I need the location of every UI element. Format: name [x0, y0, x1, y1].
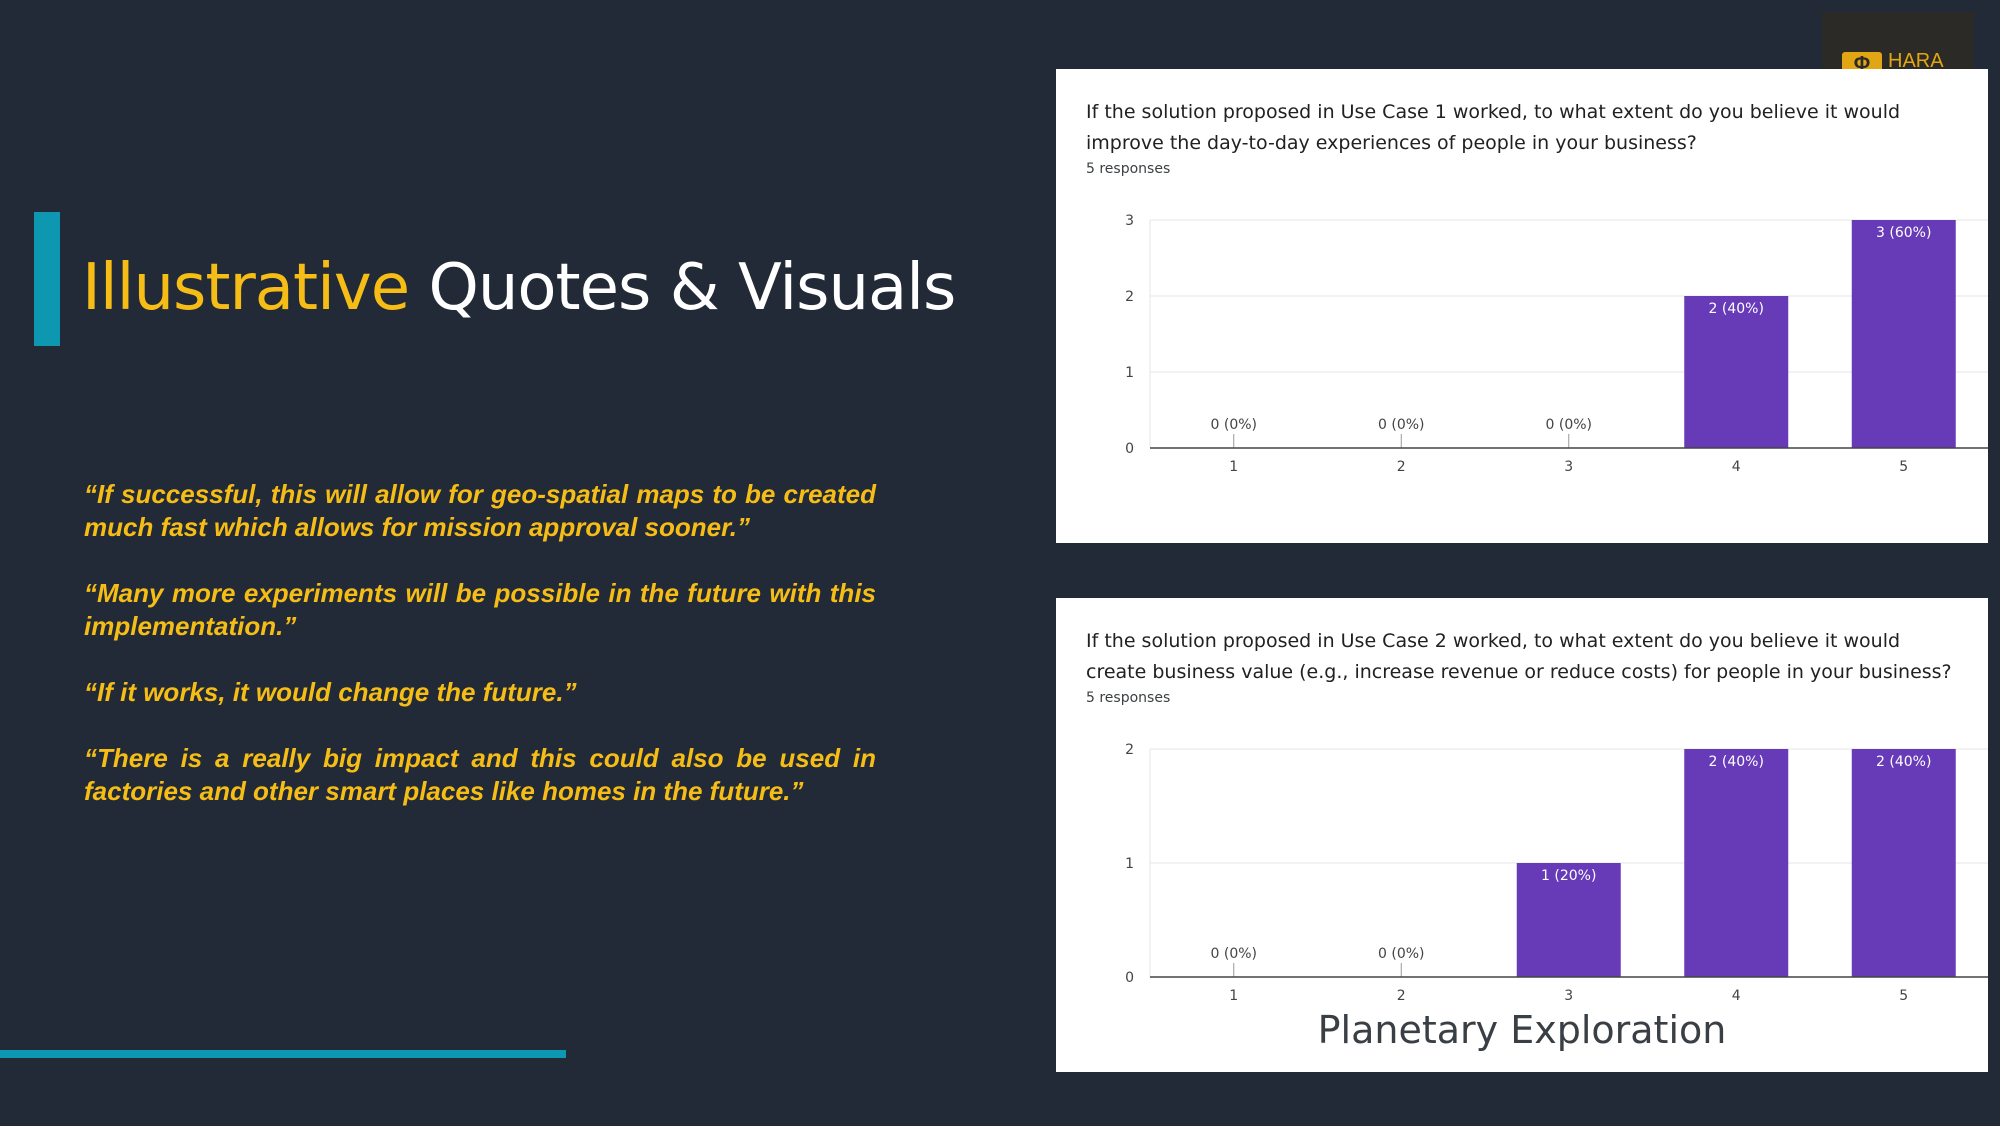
data-label: 1 (20%) [1541, 868, 1596, 884]
data-label: 2 (40%) [1709, 301, 1764, 317]
bar [1684, 749, 1789, 977]
title-highlight: Illustrative [82, 251, 410, 325]
bar [1851, 749, 1956, 977]
chart-question: If the solution proposed in Use Case 1 w… [1086, 101, 1901, 154]
y-tick-label: 2 [1125, 742, 1134, 758]
chart-question: If the solution proposed in Use Case 2 w… [1086, 630, 1952, 683]
footer-caption: Planetary Exploration [1317, 1008, 1727, 1052]
chart-response-count: 5 responses [1086, 690, 1171, 706]
bar [1851, 220, 1956, 448]
data-label: 3 (60%) [1876, 225, 1931, 241]
chart-card-use-case-1: If the solution proposed in Use Case 1 w… [1056, 69, 1988, 543]
y-tick-label: 2 [1125, 289, 1134, 305]
quotes-list: “If successful, this will allow for geo-… [84, 478, 876, 841]
bar [1684, 296, 1789, 448]
chart-response-count: 5 responses [1086, 161, 1171, 177]
x-tick-label: 3 [1564, 459, 1573, 475]
company-logo: Φ HARA [1822, 12, 1974, 75]
x-tick-label: 2 [1397, 988, 1406, 1004]
data-label: 0 (0%) [1546, 417, 1593, 433]
title-accent-bar [34, 212, 60, 346]
quote: “Many more experiments will be possible … [84, 578, 876, 641]
x-tick-label: 5 [1899, 988, 1908, 1004]
data-label: 2 (40%) [1876, 754, 1931, 770]
y-tick-label: 3 [1125, 213, 1134, 229]
y-tick-label: 0 [1125, 970, 1134, 986]
x-tick-label: 5 [1899, 459, 1908, 475]
x-tick-label: 4 [1732, 988, 1741, 1004]
quote: “If it works, it would change the future… [84, 677, 577, 707]
x-tick-label: 2 [1397, 459, 1406, 475]
bottom-accent-line [0, 1050, 566, 1058]
quote: “There is a really big impact and this c… [84, 743, 876, 806]
title-rest: Quotes & Visuals [409, 251, 956, 325]
data-label: 0 (0%) [1378, 417, 1425, 433]
bar-chart-use-case-1: 0 1 2 3 0 (0%) 1 0 (0%) 2 0 (0%) 3 2 (40%) 4 3 (60%)… [1125, 213, 1988, 475]
x-tick-label: 1 [1229, 459, 1238, 475]
x-tick-label: 4 [1732, 459, 1741, 475]
data-label: 2 (40%) [1709, 754, 1764, 770]
data-label: 0 (0%) [1211, 417, 1258, 433]
x-tick-label: 1 [1229, 988, 1238, 1004]
bar-chart-use-case-2: 0 1 2 0 (0%) 1 0 (0%) 2 1 (20%) 3 2 (40%) 4 2 (40%)… [1125, 742, 1988, 1004]
chart-card-use-case-2: If the solution proposed in Use Case 2 w… [1056, 598, 1988, 1072]
logo-text: HARA [1888, 50, 1944, 72]
bar [1516, 863, 1621, 977]
y-tick-label: 1 [1125, 365, 1134, 381]
y-tick-label: 0 [1125, 441, 1134, 457]
x-tick-label: 3 [1564, 988, 1573, 1004]
y-tick-label: 1 [1125, 856, 1134, 872]
slide-title: Illustrative Quotes & Visuals [82, 246, 956, 330]
data-label: 0 (0%) [1378, 946, 1425, 962]
data-label: 0 (0%) [1211, 946, 1258, 962]
quote: “If successful, this will allow for geo-… [84, 479, 876, 542]
